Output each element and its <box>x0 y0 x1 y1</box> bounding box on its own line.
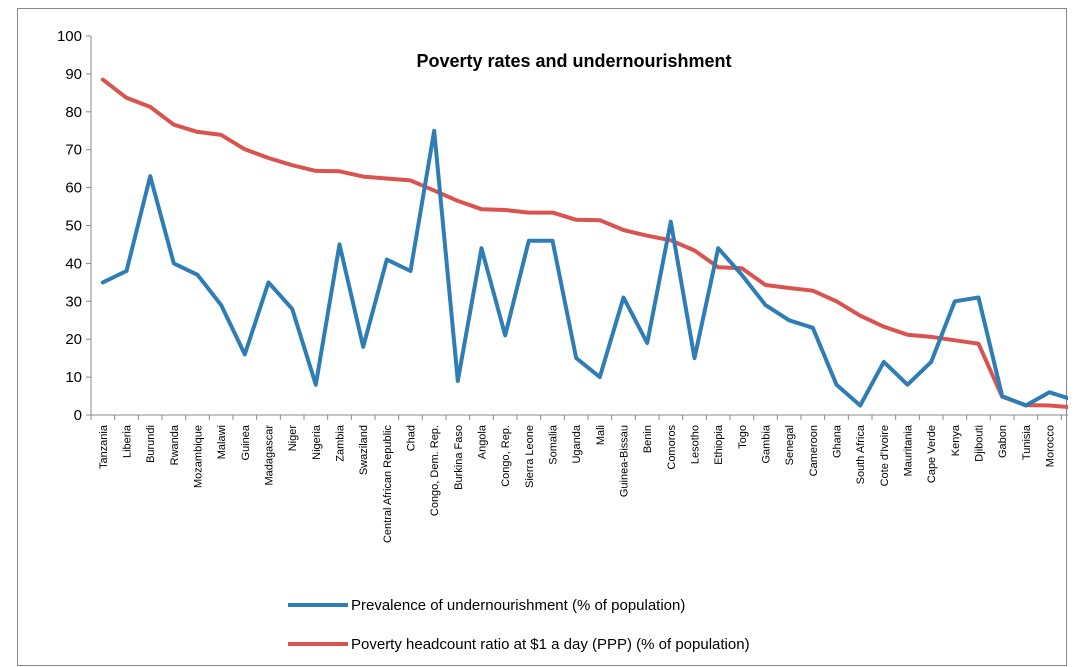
y-tick-label: 90 <box>65 66 82 83</box>
y-tick-label: 60 <box>65 180 82 197</box>
x-tick-label: Burkina Faso <box>453 425 465 490</box>
x-tick-label: Comoros <box>666 425 678 470</box>
x-tick-label: Burundi <box>145 425 157 463</box>
x-tick-label: Congo, Rep. <box>500 425 512 487</box>
x-tick-label: Togo <box>737 425 749 449</box>
x-tick-label: Nigeria <box>311 424 323 460</box>
x-tick-label: Liberia <box>122 424 134 458</box>
y-tick-label: 0 <box>74 407 82 424</box>
y-tick-label: 20 <box>65 331 82 348</box>
x-tick-label: Ethiopia <box>713 424 725 465</box>
y-tick-label: 80 <box>65 104 82 121</box>
x-tick-label: Mali <box>595 425 607 445</box>
x-tick-label: Uganda <box>571 424 583 463</box>
y-axis: 0 10 20 30 40 50 60 70 80 90 100 <box>57 28 92 424</box>
x-tick-label: Chad <box>406 425 418 451</box>
x-tick-label: Guinea <box>240 424 252 460</box>
x-tick-label: Madagascar <box>264 425 276 486</box>
x-tick-label: Rwanda <box>169 424 181 465</box>
legend-label-0: Prevalence of undernourishment (% of pop… <box>351 597 685 614</box>
x-tick-label: Cape Verde <box>926 425 938 483</box>
x-tick-label: Central African Republic <box>382 425 394 544</box>
series-layer <box>100 77 1068 409</box>
x-tick-label: Angola <box>477 424 489 459</box>
legend: Prevalence of undernourishment (% of pop… <box>288 597 750 653</box>
y-tick-label: 40 <box>65 255 82 272</box>
x-tick-label: Ghana <box>832 424 844 458</box>
x-tick-label: Cote d'Ivoire <box>879 425 891 486</box>
x-tick-label: Swaziland <box>358 425 370 475</box>
chart-title: Poverty rates and undernourishment <box>416 51 731 71</box>
y-tick-label: 100 <box>57 28 82 45</box>
x-tick-label: Kenya <box>950 424 962 456</box>
x-tick-label: Somalia <box>548 424 560 465</box>
x-tick-label: Lesotho <box>690 425 702 464</box>
chart-svg: Poverty rates and undernourishment 0 10 20… <box>57 28 1068 653</box>
chart-frame: Poverty rates and undernourishment 0 10 20… <box>17 8 1068 666</box>
x-tick-label: Tunisia <box>1021 424 1033 460</box>
x-tick-label: Zambia <box>335 424 347 462</box>
y-tick-label: 10 <box>65 369 82 386</box>
x-tick-label: Sierra Leone <box>524 425 536 488</box>
series-line-0 <box>100 128 1068 408</box>
x-tick-label: Benin <box>642 425 654 453</box>
y-tick-label: 70 <box>65 142 82 159</box>
x-tick-label: Gambia <box>761 424 773 463</box>
x-tick-label: Djibouti <box>974 425 986 462</box>
x-tick-label: South Africa <box>855 424 867 484</box>
x-tick-label: Guinea-Bissau <box>619 425 631 497</box>
x-tick-label: Tanzania <box>98 424 110 469</box>
x-tick-label: Senegal <box>784 425 796 465</box>
x-tick-label: Mauritania <box>903 424 915 476</box>
x-tick-label: Morocco <box>1045 425 1057 467</box>
legend-label-1: Poverty headcount ratio at $1 a day (PPP… <box>351 636 750 653</box>
x-tick-label: Gabon <box>997 425 1009 458</box>
x-tick-label: Congo, Dem. Rep. <box>429 425 441 516</box>
x-tick-label: Cameroon <box>808 425 820 476</box>
y-tick-label: 50 <box>65 218 82 235</box>
x-tick-label: Niger <box>287 425 299 452</box>
x-axis: Tanzania Liberia Burundi Rwanda Mozambique Ma… <box>90 414 1068 544</box>
x-tick-label: Malawi <box>216 425 228 459</box>
x-tick-label: Mozambique <box>193 425 205 488</box>
series-line-1 <box>100 77 1068 409</box>
y-tick-label: 30 <box>65 293 82 310</box>
